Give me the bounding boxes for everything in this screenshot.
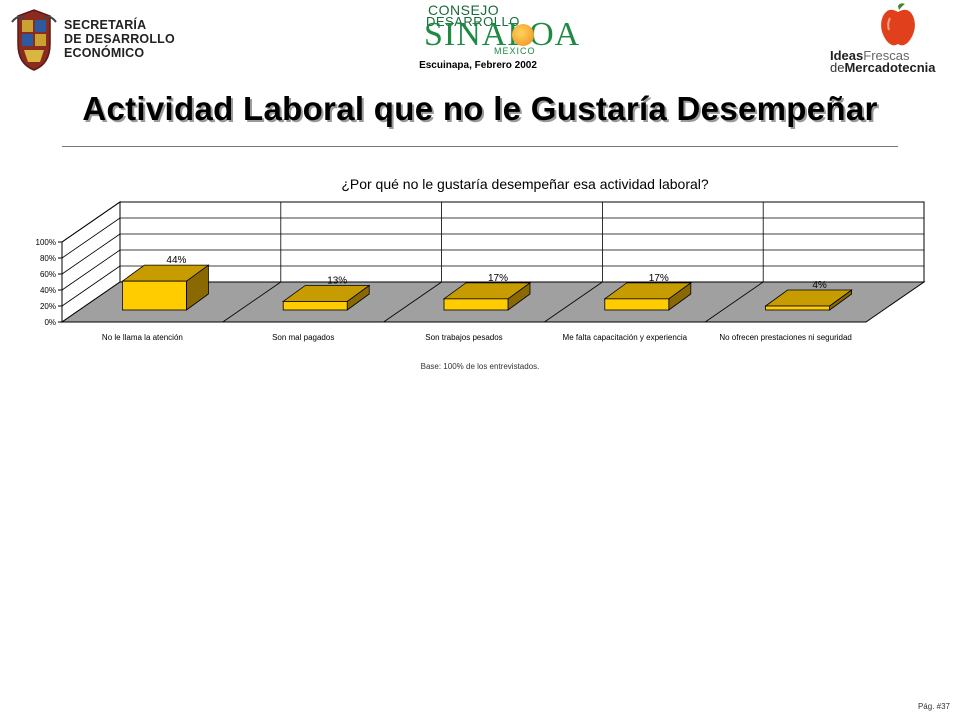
gridline-side <box>61 217 121 259</box>
x-category-label: No le llama la atención <box>102 333 183 342</box>
ideas-frescas-text: IdeasFrescas <box>830 48 909 63</box>
consejo-desarrollo-logo: CONSEJO DESARROLLO SINALOA MEXICO <box>408 0 579 72</box>
floor-divider <box>383 281 442 323</box>
mercadotecnia-word: Mercadotecnia <box>844 60 936 75</box>
ideas-frescas-logo: IdeasFrescas deMercadotecnia <box>826 2 958 76</box>
secretaria-text: SECRETARÍA DE DESARROLLO ECONÓMICO <box>64 18 175 60</box>
bar <box>281 284 371 311</box>
bar-front <box>443 298 509 311</box>
y-tick-label: 40% <box>40 286 56 295</box>
secretaria-line-3: ECONÓMICO <box>64 46 145 60</box>
bar-front <box>604 298 670 311</box>
consejo-logo-line4: MEXICO <box>494 46 536 56</box>
ideas-word: Ideas <box>830 48 864 63</box>
bar <box>121 264 210 311</box>
de-word: de <box>830 60 845 75</box>
y-tick-label: 100% <box>36 238 56 247</box>
sun-icon <box>512 24 534 46</box>
y-tick-label: 20% <box>40 302 56 311</box>
secretaria-line-1: SECRETARÍA <box>64 18 147 32</box>
consejo-logo-line3: SINALOA <box>424 16 581 53</box>
consejo-logo-line1: CONSEJO <box>428 2 500 18</box>
chart-labels-layer: 0% 20% 40% 60% 80% 100% 44% 13% 17% 17% 4% No le ll… <box>36 238 852 342</box>
floor-divider <box>222 281 282 323</box>
gridline-side <box>61 201 121 243</box>
frescas-word: Frescas <box>863 48 910 63</box>
page-title: Actividad Laboral que no le Gustaría Des… <box>82 90 878 127</box>
bar <box>442 282 532 311</box>
secretaria-line-2: DE DESARROLLO <box>64 32 175 46</box>
consejo-logo-line2: DESARROLLO <box>426 14 520 29</box>
place-date: Escuinapa, Febrero 2002 <box>419 60 537 71</box>
bar-data-label: 17% <box>488 273 508 284</box>
floor-divider <box>544 281 603 323</box>
secretaria-logo: SECRETARÍA DE DESARROLLO ECONÓMICO <box>8 6 175 74</box>
y-tick-label: 0% <box>44 318 56 327</box>
chart-back-wall <box>119 201 925 283</box>
bar-data-label: 13% <box>327 275 347 286</box>
bar-front <box>282 301 348 311</box>
bar-chart: 0% 20% 40% 60% 80% 100% 44% 13% 17% 17% 4% No le ll… <box>36 201 926 342</box>
bar-data-label: 17% <box>649 273 669 284</box>
bar-data-label: 44% <box>166 255 186 266</box>
x-category-label: Son trabajos pesados <box>425 333 502 342</box>
bar <box>764 289 853 311</box>
state-seal-icon <box>11 9 57 71</box>
floor-divider <box>704 281 764 323</box>
y-tick-label: 80% <box>40 254 56 263</box>
gridline-side <box>61 233 121 275</box>
chart-title: ¿Por qué no le gustaría desempeñar esa a… <box>341 176 709 192</box>
apple-icon <box>881 3 915 46</box>
gridline-side <box>61 265 121 307</box>
page-number: Pág. #37 <box>917 702 950 711</box>
x-category-label: Son mal pagados <box>272 333 334 342</box>
gridline-side <box>61 249 121 291</box>
bar-data-label: 4% <box>812 280 827 291</box>
y-tick-label: 60% <box>40 270 56 279</box>
mercadotecnia-text: deMercadotecnia <box>830 60 936 75</box>
x-category-label: No ofrecen prestaciones ni seguridad <box>719 333 852 342</box>
bar-front <box>765 305 830 311</box>
x-category-label: Me falta capacitación y experiencia <box>563 333 688 342</box>
title-divider <box>62 146 898 147</box>
bar <box>603 282 693 311</box>
bar-front <box>122 280 187 311</box>
chart-bars-layer <box>121 264 853 311</box>
base-note: Base: 100% de los entrevistados. <box>420 362 540 371</box>
